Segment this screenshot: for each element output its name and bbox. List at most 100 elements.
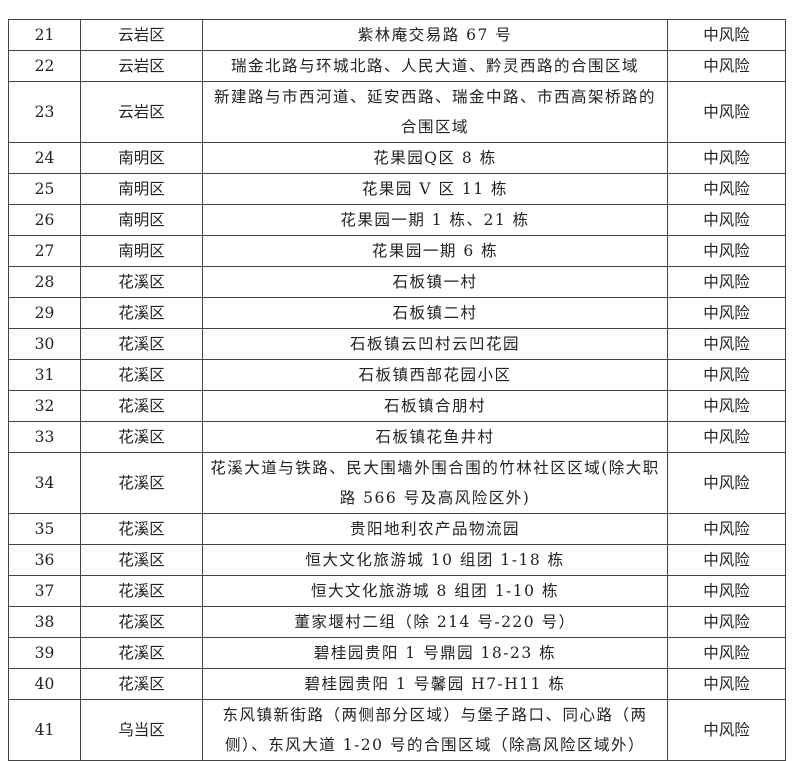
district-cell: 花溪区 (80, 637, 203, 669)
table-row: 27 南明区 花果园一期 6 栋中风险 (8, 235, 786, 267)
row-number-cell: 36 (8, 544, 81, 576)
area-cell: 石板镇二村 (202, 297, 668, 329)
table-row: 22 云岩区 瑞金北路与环城北路、人民大道、黔灵西路的合围区域 中风险 (8, 50, 786, 82)
row-number-cell: 21 (8, 19, 81, 51)
risk-level-cell: 中风险 (667, 668, 786, 700)
district-cell: 花溪区 (80, 513, 203, 545)
area-cell: 花果园 V 区 11 栋 (202, 173, 668, 205)
risk-level-cell: 中风险 (667, 204, 786, 236)
table-row: 29 花溪区 石板镇二村 中风险 (8, 297, 786, 329)
table-row: 28 花溪区 石板镇一村 中风险 (8, 266, 786, 298)
area-cell: 瑞金北路与环城北路、人民大道、黔灵西路的合围区域 (202, 50, 668, 82)
risk-level-cell: 中风险 (667, 173, 786, 205)
risk-level-cell: 中风险 (667, 81, 786, 143)
district-cell: 花溪区 (80, 544, 203, 576)
table-row: 31 花溪区 石板镇西部花园小区 中风险 (8, 359, 786, 391)
table-body: 21 云岩区 紫林庵交易路 67 号中风险 22 云岩区 瑞金北路与环城北路、人民大道、黔… (8, 19, 786, 761)
row-number-cell: 26 (8, 204, 81, 236)
district-cell: 南明区 (80, 204, 203, 236)
risk-level-cell: 中风险 (667, 297, 786, 329)
row-number-cell: 32 (8, 390, 81, 422)
row-number-cell: 22 (8, 50, 81, 82)
district-cell: 花溪区 (80, 390, 203, 422)
risk-level-cell: 中风险 (667, 359, 786, 391)
risk-level-cell: 中风险 (667, 544, 786, 576)
table-row: 21 云岩区 紫林庵交易路 67 号中风险 (8, 19, 786, 51)
district-cell: 云岩区 (80, 81, 203, 143)
district-cell: 花溪区 (80, 452, 203, 514)
area-cell: 花果园Q区 8 栋 (202, 142, 668, 174)
row-number-cell: 23 (8, 81, 81, 143)
area-cell: 恒大文化旅游城 8 组团 1-10 栋 (202, 575, 668, 607)
risk-level-cell: 中风险 (667, 421, 786, 453)
row-number-cell: 37 (8, 575, 81, 607)
risk-level-cell: 中风险 (667, 575, 786, 607)
area-cell: 碧桂园贵阳 1 号鼎园 18-23 栋 (202, 637, 668, 669)
table-row: 36 花溪区 恒大文化旅游城 10 组团 1-18 栋中风险 (8, 544, 786, 576)
district-cell: 花溪区 (80, 668, 203, 700)
district-cell: 南明区 (80, 142, 203, 174)
district-cell: 花溪区 (80, 266, 203, 298)
row-number-cell: 34 (8, 452, 81, 514)
row-number-cell: 41 (8, 699, 81, 761)
district-cell: 南明区 (80, 235, 203, 267)
risk-level-cell: 中风险 (667, 328, 786, 360)
table-row: 32 花溪区 石板镇合朋村 中风险 (8, 390, 786, 422)
risk-level-cell: 中风险 (667, 235, 786, 267)
district-cell: 花溪区 (80, 575, 203, 607)
row-number-cell: 25 (8, 173, 81, 205)
row-number-cell: 30 (8, 328, 81, 360)
row-number-cell: 33 (8, 421, 81, 453)
table-row: 34 花溪区 花溪大道与铁路、民大围墙外围合围的竹林社区区域(除大职路 566 号及… (8, 452, 786, 514)
risk-level-cell: 中风险 (667, 390, 786, 422)
row-number-cell: 39 (8, 637, 81, 669)
area-cell: 石板镇云凹村云凹花园 (202, 328, 668, 360)
area-cell: 花果园一期 1 栋、21 栋 (202, 204, 668, 236)
table-row: 23 云岩区 新建路与市西河道、延安西路、瑞金中路、市西高架桥路的合围区域 中风险 (8, 81, 786, 143)
row-number-cell: 29 (8, 297, 81, 329)
district-cell: 花溪区 (80, 297, 203, 329)
area-cell: 东风镇新街路（两侧部分区域）与堡子路口、同心路（两侧）、东风大道 1-20 号的… (202, 699, 668, 761)
area-cell: 石板镇西部花园小区 (202, 359, 668, 391)
district-cell: 花溪区 (80, 328, 203, 360)
area-cell: 碧桂园贵阳 1 号馨园 H7-H11 栋 (202, 668, 668, 700)
district-cell: 花溪区 (80, 606, 203, 638)
table-row: 26 南明区 花果园一期 1 栋、21 栋中风险 (8, 204, 786, 236)
area-cell: 石板镇花鱼井村 (202, 421, 668, 453)
row-number-cell: 31 (8, 359, 81, 391)
table-row: 40 花溪区 碧桂园贵阳 1 号馨园 H7-H11 栋中风险 (8, 668, 786, 700)
risk-level-cell: 中风险 (667, 513, 786, 545)
area-cell: 恒大文化旅游城 10 组团 1-18 栋 (202, 544, 668, 576)
table-row: 25 南明区 花果园 V 区 11 栋中风险 (8, 173, 786, 205)
area-cell: 石板镇合朋村 (202, 390, 668, 422)
table-row: 24 南明区 花果园Q区 8 栋中风险 (8, 142, 786, 174)
row-number-cell: 24 (8, 142, 81, 174)
risk-level-cell: 中风险 (667, 142, 786, 174)
district-cell: 花溪区 (80, 421, 203, 453)
row-number-cell: 38 (8, 606, 81, 638)
risk-level-cell: 中风险 (667, 266, 786, 298)
area-cell: 紫林庵交易路 67 号 (202, 19, 668, 51)
area-cell: 花溪大道与铁路、民大围墙外围合围的竹林社区区域(除大职路 566 号及高风险区外… (202, 452, 668, 514)
risk-area-table: 21 云岩区 紫林庵交易路 67 号中风险 22 云岩区 瑞金北路与环城北路、人民大道、黔… (8, 19, 786, 761)
area-cell: 贵阳地利农产品物流园 (202, 513, 668, 545)
table-row: 38 花溪区 董家堰村二组（除 214 号-220 号） 中风险 (8, 606, 786, 638)
risk-level-cell: 中风险 (667, 606, 786, 638)
row-number-cell: 27 (8, 235, 81, 267)
area-cell: 石板镇一村 (202, 266, 668, 298)
row-number-cell: 35 (8, 513, 81, 545)
table-row: 39 花溪区 碧桂园贵阳 1 号鼎园 18-23 栋中风险 (8, 637, 786, 669)
area-cell: 花果园一期 6 栋 (202, 235, 668, 267)
district-cell: 乌当区 (80, 699, 203, 761)
risk-level-cell: 中风险 (667, 19, 786, 51)
table-row: 41 乌当区 东风镇新街路（两侧部分区域）与堡子路口、同心路（两侧）、东风大道 1-… (8, 699, 786, 761)
table-row: 30 花溪区 石板镇云凹村云凹花园 中风险 (8, 328, 786, 360)
district-cell: 云岩区 (80, 19, 203, 51)
table-row: 35 花溪区 贵阳地利农产品物流园 中风险 (8, 513, 786, 545)
row-number-cell: 40 (8, 668, 81, 700)
district-cell: 花溪区 (80, 359, 203, 391)
risk-level-cell: 中风险 (667, 637, 786, 669)
district-cell: 南明区 (80, 173, 203, 205)
row-number-cell: 28 (8, 266, 81, 298)
risk-level-cell: 中风险 (667, 452, 786, 514)
